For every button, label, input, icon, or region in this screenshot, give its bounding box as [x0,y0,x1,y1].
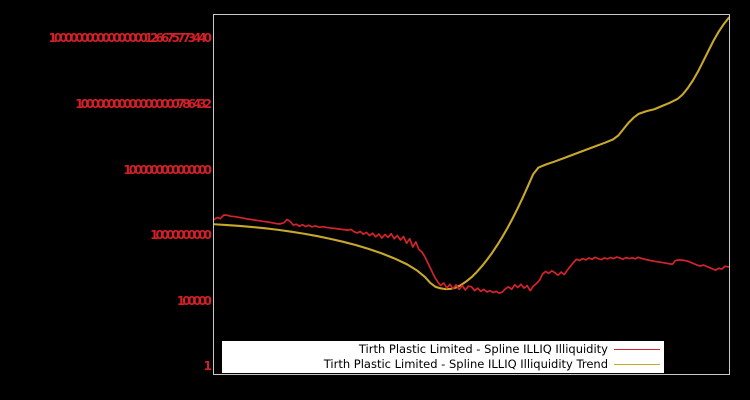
legend: Tirth Plastic Limited - Spline ILLIQ Ill… [222,341,664,373]
y-tick-label-5: 1 [203,359,213,373]
legend-entry-illiquidity: Tirth Plastic Limited - Spline ILLIQ Ill… [222,342,660,357]
legend-label-trend: Tirth Plastic Limited - Spline ILLIQ Ill… [323,357,608,371]
legend-entry-trend: Tirth Plastic Limited - Spline ILLIQ Ill… [222,357,660,372]
series-line-trend [214,16,729,291]
y-tick-label-4: 100000 [176,294,212,308]
y-tick-label-0: 100000000000000000126675773440 [48,31,212,45]
plot-area [213,14,730,375]
y-tick-label-1: 1000000000000000000786432 [75,97,212,111]
series-line-illiquidity [214,214,729,295]
legend-label-illiquidity: Tirth Plastic Limited - Spline ILLIQ Ill… [358,342,608,356]
legend-swatch-illiquidity [614,349,660,350]
legend-swatch-trend [614,364,660,365]
y-tick-label-2: 1000000000000000 [123,163,212,177]
y-tick-label-3: 10000000000 [150,228,212,242]
series-canvas [214,16,729,295]
